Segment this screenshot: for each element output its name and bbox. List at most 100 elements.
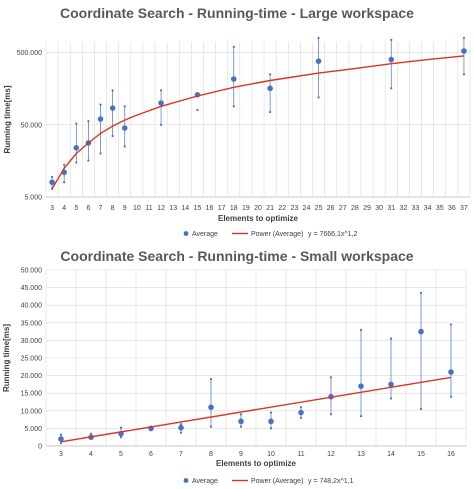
x-tick-label: 12 [157,205,165,212]
x-tick-label: 21 [266,205,274,212]
max-marker [209,378,213,381]
x-tick-label: 35 [436,205,444,212]
max-marker [390,38,393,41]
x-tick-label: 3 [50,205,54,212]
x-tick-label: 7 [179,451,183,458]
y-tick-label: 45.000 [21,285,43,292]
x-tick-label: 5 [119,451,123,458]
x-tick-label: 5 [74,205,78,212]
min-marker [389,397,393,400]
y-tick-label: 20.000 [21,373,43,380]
average-point [238,418,244,425]
average-point [97,116,104,122]
min-marker [123,145,126,148]
average-point [298,409,304,416]
x-tick-label: 8 [111,205,115,212]
trend-line-power [51,55,464,190]
y-tick-label: 0 [38,444,42,451]
chart-title: Coordinate Search - Running-time - Small… [60,248,413,264]
x-tick-label: 11 [297,451,304,458]
average-point [158,100,164,106]
x-tick-label: 16 [447,451,455,458]
x-tick-label: 13 [357,451,365,458]
max-marker [63,163,66,166]
x-tick-label: 36 [448,205,456,212]
average-point [315,58,322,64]
x-tick-label: 6 [149,451,153,458]
min-marker [209,425,213,428]
x-tick-label: 32 [399,205,407,212]
max-marker [449,323,453,326]
x-tick-label: 34 [424,205,432,212]
min-marker [239,425,243,428]
x-tick-label: 10 [133,205,141,212]
x-tick-label: 22 [278,205,286,212]
min-marker [390,87,393,90]
x-tick-label: 14 [387,451,395,458]
min-marker [232,105,235,108]
min-marker [329,413,333,416]
min-marker [111,134,114,138]
legend-power-equation: y = 7666,1x^1,2 [308,231,358,238]
y-tick-label: 25.000 [21,356,43,363]
y-tick-label: 5.000 [24,195,42,202]
average-point [178,424,184,431]
chart-small-workspace: Coordinate Search - Running-time - Small… [0,245,474,489]
y-axis-title: Running time[ms] [3,85,12,153]
min-marker [63,181,66,184]
x-tick-label: 15 [194,205,202,212]
chart-title: Coordinate Search - Running-time - Large… [60,5,414,21]
x-tick-label: 15 [417,451,425,458]
average-point [121,125,128,131]
x-tick-label: 25 [315,205,323,212]
x-tick-label: 9 [239,451,243,458]
legend-average-marker [183,478,189,483]
x-tick-label: 19 [242,205,250,212]
max-marker [99,103,102,106]
max-marker [50,175,54,178]
max-marker [329,376,333,379]
average-point [49,179,55,186]
x-tick-label: 27 [339,205,347,212]
max-marker [269,411,273,414]
max-marker [119,426,123,429]
max-marker [462,36,466,40]
max-marker [232,45,235,48]
max-marker [123,105,126,108]
min-marker [179,431,183,434]
max-marker [111,89,114,92]
max-marker [89,432,93,435]
chart-small-workspace-svg: Coordinate Search - Running-time - Small… [2,248,467,485]
x-axis-title: Elements to optimize [216,459,297,468]
x-tick-label: 31 [387,205,395,212]
x-tick-label: 16 [206,205,214,212]
x-tick-label: 26 [327,205,335,212]
average-point [208,404,214,411]
min-marker [269,427,273,430]
min-marker [196,108,199,112]
x-tick-label: 17 [218,205,226,212]
max-marker [239,413,243,416]
min-marker [119,436,123,439]
x-tick-label: 4 [89,451,93,458]
min-marker [99,152,102,155]
max-marker [419,291,423,294]
min-marker [59,442,63,445]
max-marker [317,36,320,40]
x-tick-label: 13 [169,205,177,212]
average-point [388,56,395,63]
x-tick-label: 29 [363,205,371,212]
average-point [267,85,273,92]
average-point [418,328,424,335]
legend-average-label: Average [192,231,218,238]
x-tick-label: 30 [375,205,383,212]
x-tick-label: 6 [86,205,90,212]
x-tick-label: 12 [327,451,335,458]
legend-power-label: Power (Average) [251,231,303,238]
x-tick-label: 11 [145,205,152,212]
x-tick-label: 14 [181,205,189,212]
y-tick-label: 10.000 [21,408,43,415]
min-marker [269,110,272,114]
legend-power-label: Power (Average) [251,478,303,485]
y-axis-title: Running time[ms] [2,324,11,392]
